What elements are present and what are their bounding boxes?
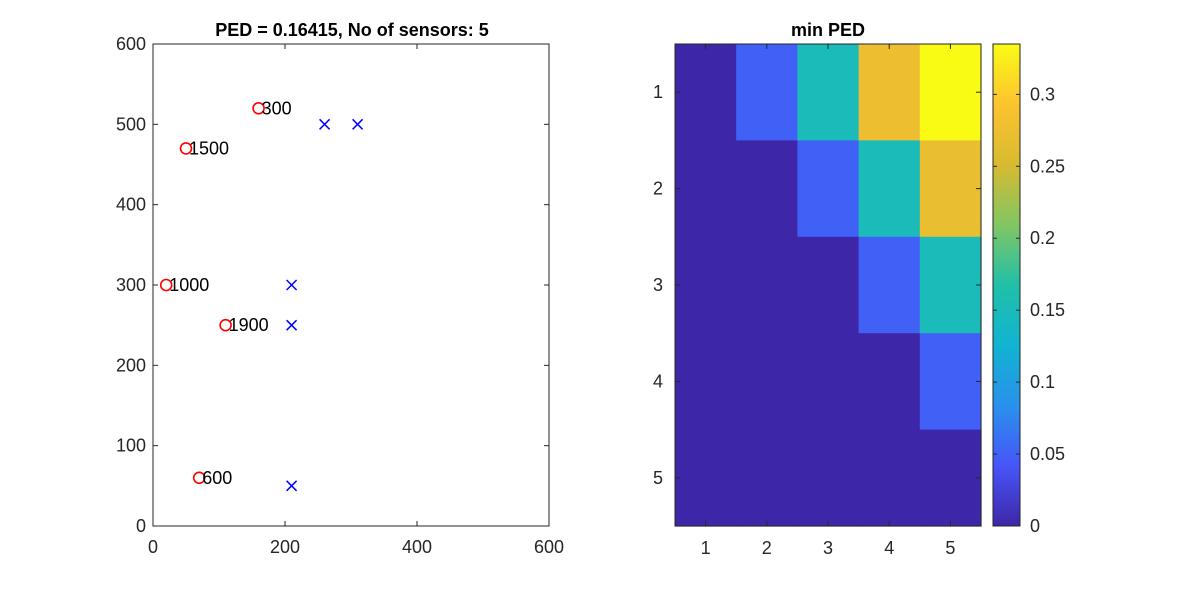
heatmap-cell bbox=[797, 429, 860, 527]
heatmap-cell bbox=[675, 429, 737, 527]
heatmap-cell bbox=[736, 429, 798, 527]
heatmap-cell bbox=[675, 140, 737, 238]
x-marker-stroke bbox=[286, 319, 298, 331]
heatmap-cell bbox=[858, 140, 921, 238]
x-tick-label: 0 bbox=[148, 537, 158, 557]
colorbar-tick-label: 0.05 bbox=[1030, 444, 1065, 464]
heatmap-cell bbox=[858, 333, 921, 431]
heatmap-x-tick-label: 3 bbox=[823, 538, 833, 558]
colorbar-tick-label: 0.1 bbox=[1030, 372, 1055, 392]
x-marker-stroke bbox=[286, 279, 298, 291]
scatter-marks: 300 1500 1000 1900 600 bbox=[159, 98, 364, 492]
point-label: 1500 bbox=[189, 138, 229, 158]
heatmap-y-tick-label: 5 bbox=[653, 468, 663, 488]
colorbar-ticks: 0 0.05 0.1 0.15 0.2 0.25 0.3 bbox=[993, 84, 1065, 536]
heatmap-cell bbox=[919, 140, 982, 238]
heatmap-cell bbox=[919, 236, 982, 334]
x-tick-label: 600 bbox=[534, 537, 564, 557]
heatmap-cell bbox=[858, 236, 921, 334]
colorbar-tick-label: 0.25 bbox=[1030, 156, 1065, 176]
point-label: 1900 bbox=[229, 315, 269, 335]
y-tick-label: 0 bbox=[136, 516, 146, 536]
heatmap-y-tick-label: 2 bbox=[653, 179, 663, 199]
heatmap-cell bbox=[919, 44, 982, 141]
x-marker-stroke bbox=[352, 118, 364, 130]
heatmap-ticks: 1 2 3 4 5 1 2 3 4 5 bbox=[653, 44, 981, 558]
heatmap-plot: min PED 1 2 3 4 5 1 2 3 4 5 bbox=[653, 20, 982, 558]
heatmap-x-tick-label: 5 bbox=[945, 538, 955, 558]
heatmap-y-tick-label: 1 bbox=[653, 82, 663, 102]
heatmap-cell bbox=[736, 140, 798, 238]
point-label: 1000 bbox=[169, 275, 209, 295]
heatmap-cell bbox=[797, 236, 860, 334]
y-tick-label: 400 bbox=[116, 195, 146, 215]
colorbar-tick-label: 0.15 bbox=[1030, 300, 1065, 320]
heatmap-y-tick-label: 4 bbox=[653, 371, 663, 391]
y-tick-label: 200 bbox=[116, 355, 146, 375]
heatmap-cell bbox=[797, 333, 860, 431]
x-marker-point bbox=[286, 319, 298, 331]
scatter-title: PED = 0.16415, No of sensors: 5 bbox=[215, 20, 489, 40]
colorbar: 0 0.05 0.1 0.15 0.2 0.25 0.3 bbox=[992, 43, 1065, 536]
y-tick-label: 600 bbox=[116, 34, 146, 54]
x-marker-point bbox=[319, 118, 331, 130]
heatmap-x-tick-label: 1 bbox=[701, 538, 711, 558]
sensor-point bbox=[252, 101, 265, 115]
x-marker-point bbox=[286, 279, 298, 291]
x-tick-label: 200 bbox=[270, 537, 300, 557]
scatter-axes-box bbox=[152, 43, 550, 527]
heatmap-cell bbox=[736, 44, 798, 141]
heatmap-cell bbox=[675, 333, 737, 431]
heatmap-cell bbox=[675, 44, 737, 141]
heatmap-cell bbox=[675, 236, 737, 334]
colorbar-tick-label: 0 bbox=[1030, 516, 1040, 536]
sensor-point bbox=[159, 278, 173, 292]
y-tick-label: 100 bbox=[116, 436, 146, 456]
heatmap-cell bbox=[919, 429, 982, 527]
point-label: 600 bbox=[202, 468, 232, 488]
x-tick-label: 400 bbox=[402, 537, 432, 557]
scatter-ticks: 0 200 400 600 0 100 200 300 400 500 600 bbox=[116, 34, 564, 557]
sensor-point bbox=[219, 318, 232, 332]
heatmap-cell bbox=[736, 333, 798, 431]
y-tick-label: 500 bbox=[116, 114, 146, 134]
heatmap-cell bbox=[919, 333, 982, 431]
heatmap-title: min PED bbox=[791, 20, 865, 40]
sensor-point bbox=[192, 471, 206, 485]
x-marker-stroke bbox=[286, 480, 298, 492]
colorbar-tick-label: 0.3 bbox=[1030, 84, 1055, 104]
x-marker-stroke bbox=[319, 118, 331, 130]
x-marker-point bbox=[352, 118, 364, 130]
point-label: 300 bbox=[262, 98, 292, 118]
heatmap-x-tick-label: 2 bbox=[762, 538, 772, 558]
colorbar-tick-label: 0.2 bbox=[1030, 228, 1055, 248]
heatmap-y-tick-label: 3 bbox=[653, 275, 663, 295]
x-marker-point bbox=[286, 480, 298, 492]
heatmap-cell bbox=[797, 44, 860, 141]
sensor-point bbox=[179, 142, 193, 155]
heatmap-cell bbox=[858, 429, 921, 527]
y-tick-label: 300 bbox=[116, 275, 146, 295]
heatmap-cell bbox=[858, 44, 921, 141]
heatmap-cells bbox=[675, 44, 982, 527]
heatmap-cell bbox=[797, 140, 860, 238]
colorbar-gradient bbox=[992, 43, 1021, 527]
scatter-plot: PED = 0.16415, No of sensors: 5 0 200 400 6… bbox=[116, 20, 564, 557]
heatmap-x-tick-label: 4 bbox=[884, 538, 894, 558]
heatmap-cell bbox=[736, 236, 798, 334]
